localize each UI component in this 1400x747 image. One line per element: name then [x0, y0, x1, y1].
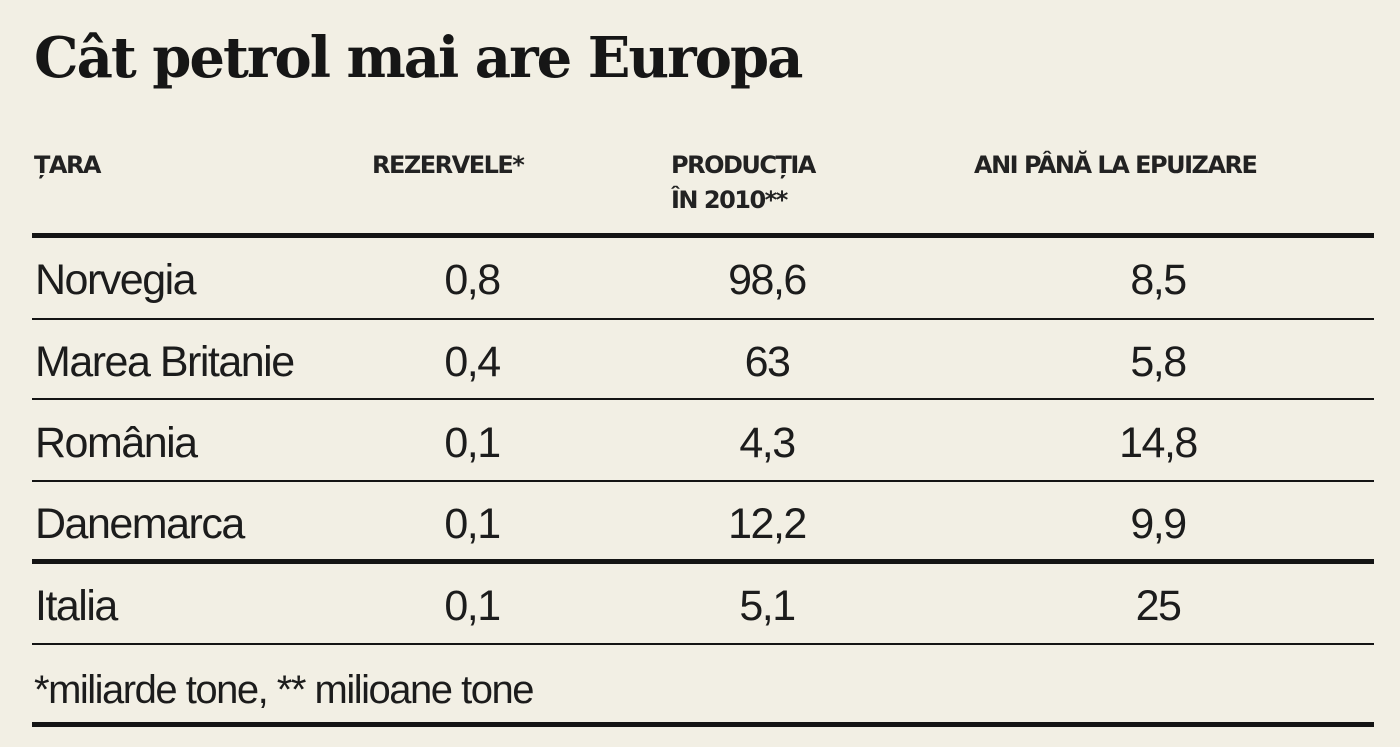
production-cell: 5,1	[739, 582, 796, 630]
table-row: Marea Britanie 0,4 63 5,8	[32, 322, 1374, 402]
production-cell: 63	[744, 338, 791, 386]
header-divider	[32, 233, 1374, 238]
row-divider	[32, 398, 1374, 400]
table-row: Danemarca 0,1 12,2 9,9	[32, 484, 1374, 564]
reserves-cell: 0,4	[444, 338, 501, 386]
country-cell: România	[35, 419, 198, 467]
column-header-years: ANI PÂNĂ LA EPUIZARE	[974, 151, 1258, 179]
production-cell: 98,6	[728, 256, 807, 304]
years-cell: 14,8	[1119, 419, 1198, 467]
column-header-production: PRODUCȚIA ÎN 2010**	[671, 148, 816, 218]
country-cell: Norvegia	[35, 256, 197, 304]
reserves-cell: 0,1	[444, 419, 501, 467]
row-divider	[32, 318, 1374, 320]
table-row: Norvegia 0,8 98,6 8,5	[32, 240, 1374, 320]
reserves-cell: 0,1	[444, 582, 501, 630]
reserves-cell: 0,8	[444, 256, 501, 304]
table-row: România 0,1 4,3 14,8	[32, 403, 1374, 483]
column-header-country: ȚARA	[34, 151, 102, 179]
country-cell: Danemarca	[35, 500, 245, 548]
footnote: *miliarde tone, ** milioane tone	[34, 668, 534, 712]
reserves-cell: 0,1	[444, 500, 501, 548]
production-cell: 4,3	[739, 419, 796, 467]
column-header-production-line1: PRODUCȚIA	[671, 151, 816, 179]
production-cell: 12,2	[728, 500, 807, 548]
years-cell: 25	[1135, 582, 1182, 630]
years-cell: 9,9	[1130, 500, 1187, 548]
years-cell: 8,5	[1130, 256, 1187, 304]
table-row: Italia 0,1 5,1 25	[32, 566, 1374, 646]
country-cell: Italia	[35, 582, 118, 630]
country-cell: Marea Britanie	[35, 338, 295, 386]
column-header-reserves: REZERVELE*	[372, 151, 525, 179]
column-header-production-line2: ÎN 2010**	[671, 186, 788, 214]
row-divider	[32, 480, 1374, 482]
bottom-divider	[32, 722, 1374, 727]
section-divider	[32, 559, 1374, 564]
row-divider	[32, 643, 1374, 645]
years-cell: 5,8	[1130, 338, 1187, 386]
page-title: Cât petrol mai are Europa	[34, 25, 803, 91]
